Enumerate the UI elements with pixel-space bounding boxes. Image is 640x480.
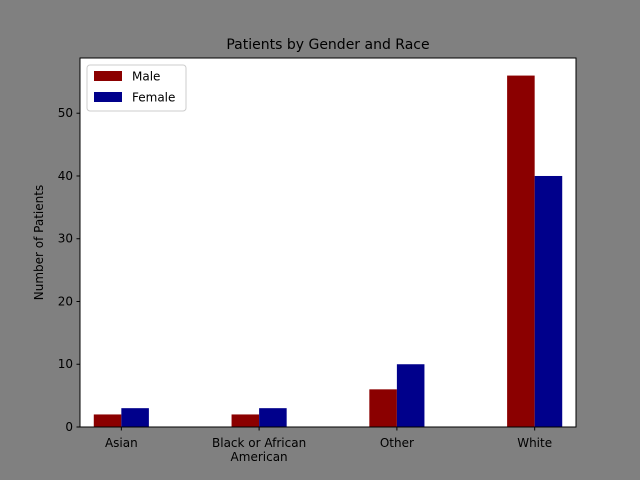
y-tick-label: 0: [65, 420, 73, 434]
y-tick-label: 40: [58, 169, 73, 183]
bars-group: [93, 75, 563, 428]
bar-female-3: [534, 175, 563, 427]
legend-swatch-male: [94, 71, 122, 81]
bar-male-3: [507, 75, 535, 428]
x-tick-label: Asian: [105, 436, 138, 450]
bar-female-1: [259, 408, 287, 427]
x-tick-label: Other: [380, 436, 414, 450]
x-axis-ticks: Asian Black or African American Other White: [105, 427, 552, 464]
x-tick-label: White: [517, 436, 552, 450]
bar-male-1: [231, 414, 260, 427]
legend-label-male: Male: [132, 70, 160, 84]
y-tick-label: 10: [58, 357, 73, 371]
legend-label-female: Female: [132, 91, 175, 105]
plot-area: [80, 58, 576, 427]
y-axis-ticks: 0 10 20 30 40 50: [58, 106, 80, 434]
y-tick-label: 50: [58, 106, 73, 120]
legend-swatch-female: [94, 92, 122, 102]
chart-title: Patients by Gender and Race: [226, 37, 429, 53]
y-tick-label: 30: [58, 232, 73, 246]
y-axis-label: Number of Patients: [32, 185, 46, 300]
x-tick-label: Black or African American: [212, 436, 306, 464]
legend: Male Female: [86, 64, 187, 112]
y-tick-label: 20: [58, 294, 73, 308]
bar-female-2: [396, 364, 425, 427]
bar-male-2: [369, 389, 397, 427]
bar-female-0: [121, 408, 149, 427]
bar-male-0: [93, 414, 122, 427]
axes-frame: [79, 57, 577, 428]
